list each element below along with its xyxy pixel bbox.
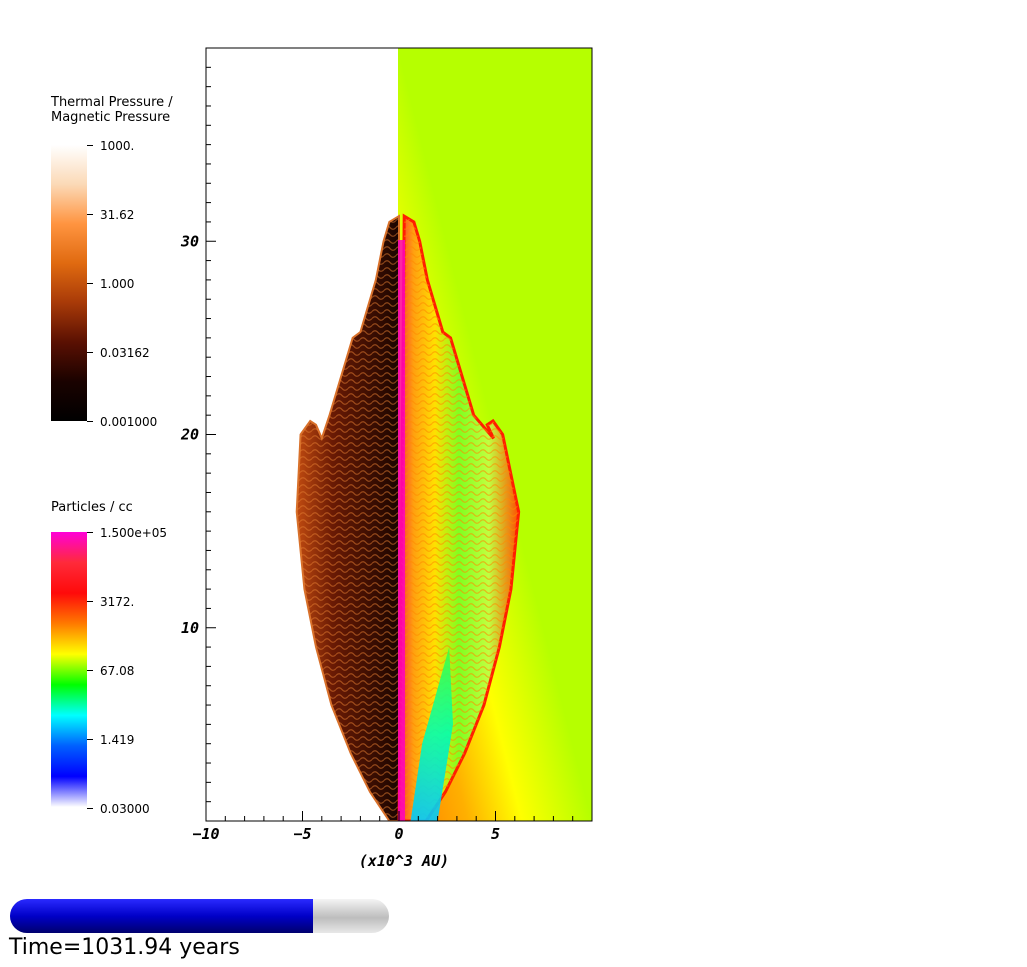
plot-canvas: 10 20 30 −10 −5 0 5 (x10^3 AU) — [180, 47, 593, 870]
density-label: 67.08 — [100, 664, 135, 678]
density-tick — [87, 739, 93, 740]
pressure-tick — [87, 283, 93, 284]
time-progress-fill — [10, 899, 314, 933]
pressure-label: 0.03162 — [100, 346, 150, 360]
pressure-label: 0.001000 — [100, 415, 158, 429]
x-tick-label: 5 — [491, 825, 500, 843]
jet-axis-density — [398, 240, 405, 821]
density-label: 1.419 — [100, 733, 135, 747]
density-tick — [87, 532, 93, 533]
x-axis-title: (x10^3 AU) — [359, 852, 449, 870]
pressure-label: 31.62 — [100, 208, 135, 222]
density-tick — [87, 670, 93, 671]
y-tick-label: 20 — [180, 426, 199, 444]
right-lobe-ripples — [399, 216, 519, 821]
x-axis-labels: −10 −5 0 5 — [192, 825, 500, 843]
x-tick-label: 0 — [394, 825, 403, 843]
y-tick-label: 10 — [181, 619, 199, 637]
pressure-tick — [87, 145, 93, 146]
x-tick-label: −5 — [293, 825, 311, 843]
y-tick-label: 30 — [180, 232, 199, 250]
pressure-colorbar — [51, 145, 87, 421]
pressure-tick — [87, 352, 93, 353]
density-tick — [87, 601, 93, 602]
density-label: 1.500e+05 — [100, 526, 168, 540]
pressure-tick — [87, 214, 93, 215]
pressure-tick — [87, 421, 93, 422]
left-lobe-ripples — [296, 216, 399, 821]
pressure-label: 1000. — [100, 139, 135, 153]
pressure-legend-title-line2: Magnetic Pressure — [51, 110, 171, 125]
y-axis-labels: 10 20 30 — [180, 232, 199, 637]
density-label: 0.03000 — [100, 802, 150, 816]
right-lobe-cavity — [410, 647, 454, 821]
x-tick-label: −10 — [192, 825, 219, 843]
pressure-label: 1.000 — [100, 277, 135, 291]
pressure-legend-title-line1: Thermal Pressure / — [51, 95, 173, 110]
time-label: Time=1031.94 years — [9, 935, 240, 960]
x-axis-ticks — [224, 811, 574, 821]
density-label: 3172. — [100, 595, 135, 609]
density-colorbar — [51, 532, 87, 807]
time-progress-bar — [10, 899, 389, 933]
density-legend-title: Particles / cc — [51, 500, 133, 515]
pressure-legend-title: Thermal Pressure / Magnetic Pressure — [51, 95, 173, 125]
y-axis-ticks — [206, 66, 216, 803]
density-tick — [87, 808, 93, 809]
